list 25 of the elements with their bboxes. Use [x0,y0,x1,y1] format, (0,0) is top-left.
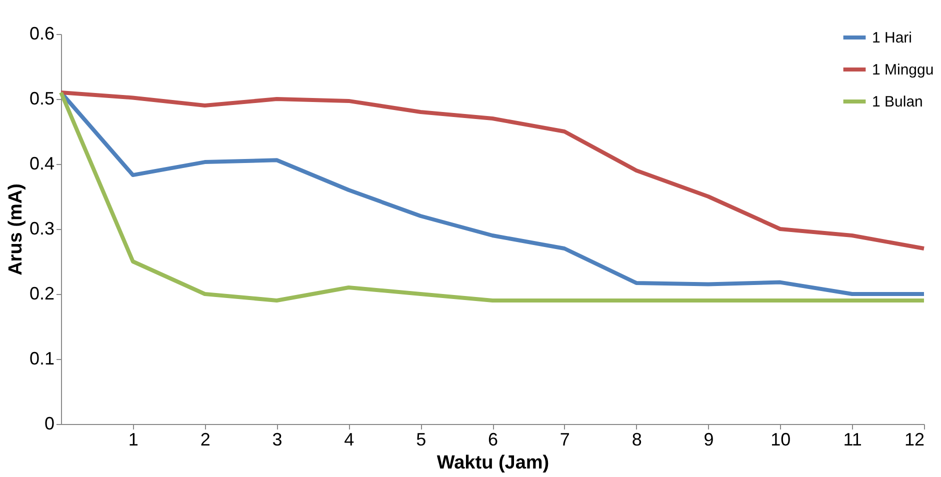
x-tick-label: 6 [488,430,498,450]
x-tick-label: 5 [416,430,426,450]
y-tick-label: 0.5 [29,88,54,108]
x-tick-label: 10 [770,430,791,450]
y-tick-label: 0.4 [29,154,54,174]
y-tick-label: 0.6 [29,24,54,44]
x-tick-label: 4 [344,430,354,450]
y-tick-label: 0.2 [29,284,54,304]
x-tick-label: 11 [843,430,862,450]
line-series [59,90,926,250]
legend-label: 1 Minggu [872,62,934,78]
x-tick-label: 9 [704,430,714,450]
y-tick-label: 0.3 [29,218,54,238]
x-tick-label: 3 [272,430,282,450]
x-tick-label: 8 [632,430,642,450]
x-tick-label: 1 [128,430,138,450]
x-axis-title: Waktu (Jam) [436,452,550,474]
y-tick-label: 0 [44,414,54,434]
legend-label: 1 Hari [872,30,912,46]
legend-label: 1 Bulan [872,94,923,110]
x-tick-label: 12 [904,430,924,450]
x-tick-label: 2 [200,430,210,450]
x-tick-label: 7 [560,430,570,450]
y-tick-label: 0.1 [29,348,54,368]
y-axis-title: Arus (mA) [5,184,26,276]
